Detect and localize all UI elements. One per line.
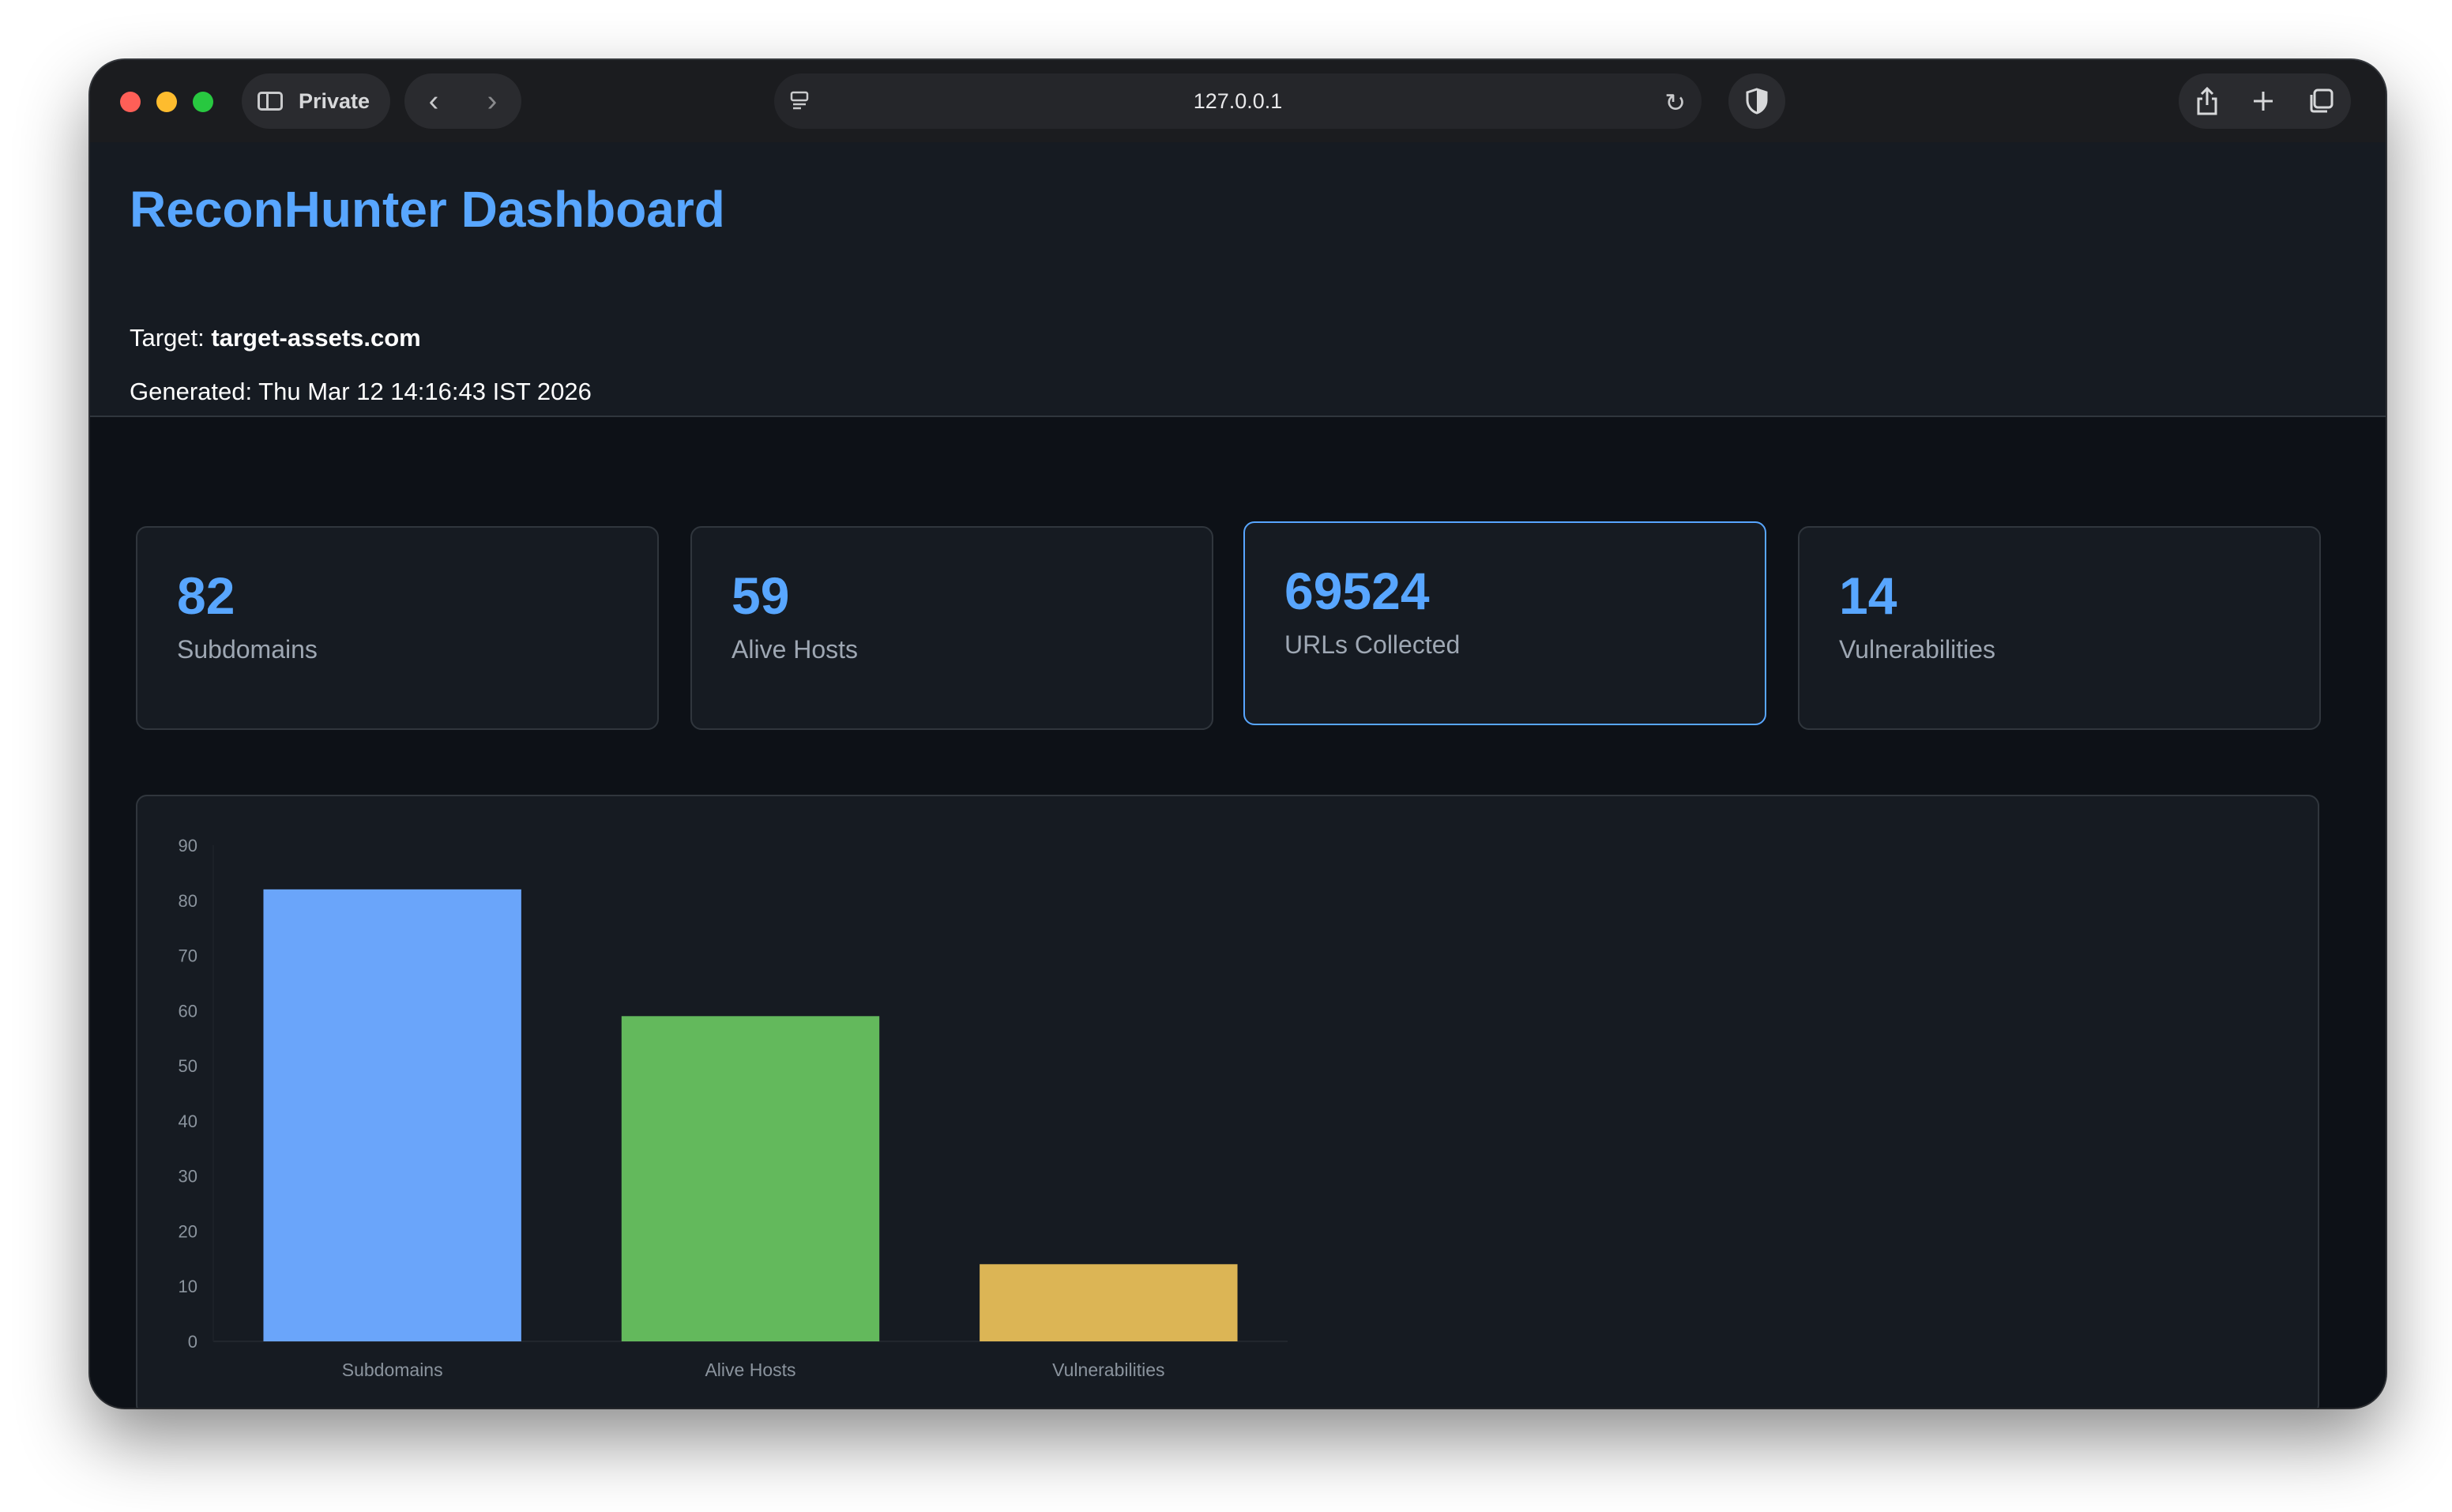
title-bar: Private ‹ › 127.0.0.1 ↻ [90, 60, 2386, 142]
page-title: ReconHunter Dashboard [130, 181, 725, 238]
summary-bar-chart: 0 10 20 30 40 50 60 70 80 90 Subdomains Alive Hosts… [179, 836, 1288, 1380]
minimize-window-button[interactable] [156, 92, 177, 112]
y-tick-label: 0 [188, 1332, 197, 1352]
zoom-window-button[interactable] [193, 92, 213, 112]
sidebar-toggle-button[interactable]: Private [242, 73, 390, 129]
stat-value: 69524 [1284, 562, 1430, 620]
y-tick-label: 40 [179, 1111, 197, 1131]
dashboard-page: ReconHunter Dashboard Target: target-ass… [90, 142, 2386, 1408]
dashboard-header: ReconHunter Dashboard Target: target-ass… [90, 142, 2386, 417]
address-bar[interactable]: 127.0.0.1 ↻ [774, 73, 1702, 129]
stat-card-urls-collected[interactable]: 69524 URLs Collected [1243, 521, 1766, 725]
stat-value: 59 [731, 566, 790, 625]
summary-chart-card: 0 10 20 30 40 50 60 70 80 90 Subdomains Alive Hosts… [136, 795, 2319, 1408]
y-tick-label: 10 [179, 1277, 197, 1296]
close-window-button[interactable] [120, 92, 141, 112]
stat-label: Alive Hosts [731, 635, 859, 664]
stat-label: Vulnerabilities [1839, 635, 1996, 664]
stat-card-alive-hosts: 59 Alive Hosts [690, 526, 1213, 730]
site-settings-icon[interactable] [790, 91, 809, 111]
share-icon[interactable] [2195, 86, 2219, 116]
bar-vulnerabilities [980, 1264, 1238, 1341]
stat-label: URLs Collected [1284, 630, 1461, 659]
bar-alive-hosts [621, 1016, 880, 1341]
y-tick-label: 70 [179, 946, 197, 966]
url-text: 127.0.0.1 [1193, 88, 1283, 113]
generated-value: Thu Mar 12 14:16:43 IST 2026 [258, 378, 592, 405]
y-tick-label: 90 [179, 836, 197, 856]
private-mode-label: Private [299, 88, 370, 113]
bar-subdomains [263, 889, 521, 1341]
y-tick-label: 20 [179, 1221, 197, 1241]
target-label: Target: [130, 324, 205, 352]
target-value: target-assets.com [211, 324, 421, 352]
stat-label: Subdomains [177, 635, 318, 664]
x-category-label: Vulnerabilities [1052, 1360, 1164, 1380]
sidebar-icon [258, 92, 283, 111]
forward-icon[interactable]: › [487, 85, 498, 118]
stat-card-vulnerabilities: 14 Vulnerabilities [1798, 526, 2321, 730]
stat-value: 14 [1839, 566, 1897, 625]
stat-card-subdomains: 82 Subdomains [136, 526, 659, 730]
x-category-label: Alive Hosts [705, 1360, 795, 1380]
reload-icon[interactable]: ↻ [1664, 88, 1686, 117]
toolbar-actions [2179, 73, 2351, 129]
y-tick-label: 50 [179, 1056, 197, 1076]
y-tick-label: 60 [179, 1001, 197, 1021]
tabs-overview-icon[interactable] [2307, 88, 2334, 115]
x-category-label: Subdomains [342, 1360, 443, 1380]
y-tick-label: 30 [179, 1167, 197, 1187]
browser-window: Private ‹ › 127.0.0.1 ↻ [90, 60, 2386, 1408]
navigation-buttons: ‹ › [404, 73, 521, 129]
shield-icon [1746, 88, 1768, 115]
generated-line: Generated: Thu Mar 12 14:16:43 IST 2026 [130, 378, 592, 406]
target-line: Target: target-assets.com [130, 324, 421, 352]
y-tick-label: 80 [179, 891, 197, 911]
back-icon[interactable]: ‹ [428, 85, 439, 118]
generated-label: Generated: [130, 378, 253, 405]
stat-value: 82 [177, 566, 235, 625]
privacy-report-button[interactable] [1728, 73, 1785, 129]
new-tab-icon[interactable] [2251, 89, 2275, 113]
